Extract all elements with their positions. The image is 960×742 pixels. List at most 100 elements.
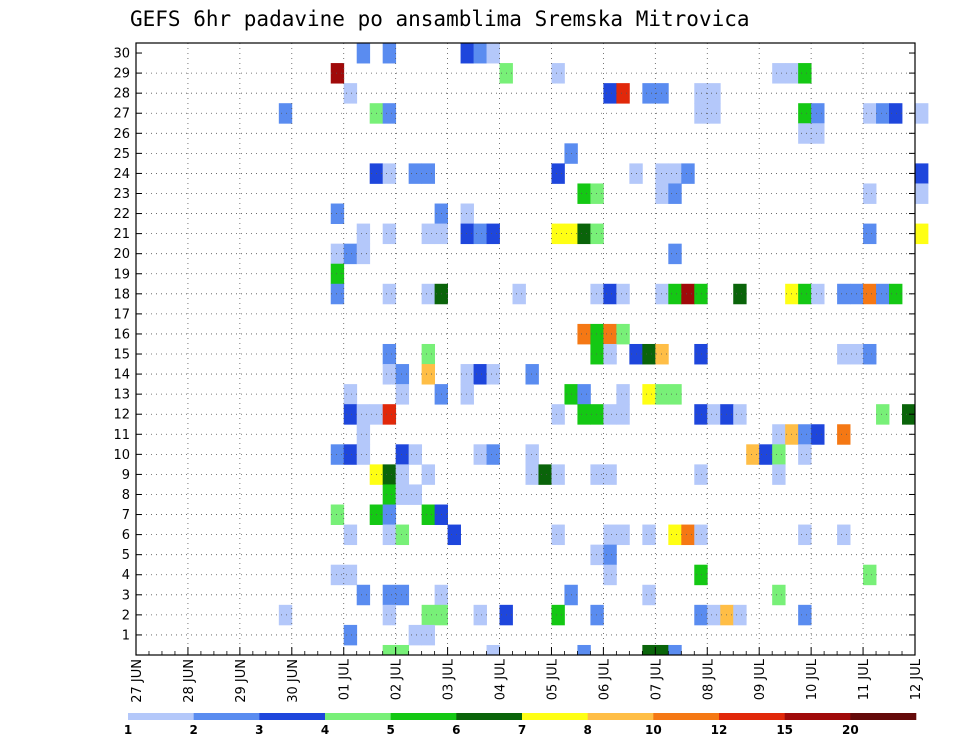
ensemble-cell — [382, 223, 397, 245]
ensemble-cell — [382, 43, 397, 64]
ensemble-cell — [889, 103, 903, 124]
ensemble-cell — [356, 424, 371, 445]
ensemble-cell — [590, 343, 604, 365]
cells-layer — [278, 43, 929, 656]
colorbar-segment — [850, 713, 917, 720]
ensemble-cell — [694, 83, 708, 104]
y-tick-label: 13 — [113, 388, 130, 403]
y-tick-label: 23 — [113, 187, 130, 202]
y-tick-label: 10 — [113, 448, 130, 463]
ensemble-cell — [356, 223, 371, 245]
ensemble-cell — [863, 103, 877, 124]
y-tick-label: 11 — [113, 428, 130, 443]
ensemble-cell — [356, 243, 371, 265]
ensemble-cell — [681, 163, 695, 184]
ensemble-cell — [616, 283, 630, 305]
ensemble-cell — [837, 524, 851, 546]
ensemble-cell — [811, 123, 825, 144]
ensemble-cell — [603, 464, 617, 485]
ensemble-cell — [616, 384, 630, 405]
colorbar-label: 7 — [518, 723, 526, 737]
ensemble-cell — [395, 464, 410, 485]
y-tick-label: 15 — [113, 348, 130, 363]
ensemble-cell — [590, 283, 604, 305]
colorbar-segment — [390, 713, 457, 720]
colorbar-label: 10 — [645, 723, 662, 737]
ensemble-cell — [590, 323, 604, 345]
ensemble-cell — [395, 384, 410, 405]
ensemble-cell — [694, 404, 708, 425]
ensemble-cell — [356, 444, 371, 465]
ensemble-cell — [408, 484, 423, 505]
ensemble-cell — [473, 604, 487, 626]
ensemble-cell — [330, 203, 345, 224]
ensemble-cell — [395, 524, 410, 546]
ensemble-cell — [863, 564, 877, 586]
ensemble-cell — [876, 103, 890, 124]
ensemble-cell — [733, 404, 747, 425]
ensemble-cell — [460, 43, 474, 64]
ensemble-cell — [460, 364, 474, 385]
ensemble-cell — [460, 203, 474, 224]
ensemble-cell — [603, 404, 617, 425]
ensemble-cell — [655, 83, 669, 104]
ensemble-cell — [694, 524, 708, 546]
y-tick-label: 3 — [122, 588, 130, 603]
x-tick-label: 01 JUL — [338, 658, 353, 700]
ensemble-cell — [382, 584, 397, 606]
ensemble-cell — [343, 243, 358, 265]
ensemble-cell — [473, 444, 487, 465]
ensemble-cell — [382, 504, 397, 525]
colorbar-label: 12 — [711, 723, 728, 737]
y-tick-label: 17 — [113, 307, 130, 322]
colorbar-label: 8 — [583, 723, 591, 737]
ensemble-cell — [655, 183, 669, 204]
ensemble-cell — [668, 283, 682, 305]
ensemble-cell — [525, 464, 539, 485]
ensemble-cell — [577, 384, 591, 405]
ensemble-cell — [616, 83, 630, 104]
ensemble-cell — [551, 63, 565, 84]
ensemble-cell — [278, 103, 293, 124]
y-tick-label: 22 — [113, 207, 130, 222]
colorbar-segment — [587, 713, 654, 720]
x-tick-label: 11 JUL — [857, 658, 872, 700]
ensemble-cell — [395, 444, 410, 465]
ensemble-cell — [421, 163, 436, 184]
x-axis: 27 JUN 28 JUN 29 JUN 30 JUN 01 JUL 02 JUL 03 J… — [130, 647, 924, 703]
ensemble-cell — [733, 283, 747, 305]
y-tick-label: 29 — [113, 67, 130, 82]
ensemble-cell — [486, 644, 500, 656]
ensemble-cell — [798, 424, 812, 445]
ensemble-cell — [616, 524, 630, 546]
colorbar-segment — [653, 713, 720, 720]
ensemble-cell — [590, 544, 604, 566]
ensemble-cell — [538, 464, 552, 485]
ensemble-cell — [772, 444, 786, 465]
ensemble-cell — [668, 183, 682, 204]
x-tick-label: 06 JUL — [597, 658, 612, 700]
ensemble-cell — [707, 83, 721, 104]
ensemble-cell — [772, 464, 786, 485]
ensemble-cell — [382, 524, 397, 546]
ensemble-cell — [772, 584, 786, 606]
ensemble-cell — [837, 343, 851, 365]
y-tick-label: 25 — [113, 147, 130, 162]
y-tick-label: 14 — [113, 368, 130, 383]
ensemble-cell — [668, 243, 682, 265]
ensemble-cell — [733, 604, 747, 626]
ensemble-cell — [590, 183, 604, 204]
ensemble-cell — [343, 444, 358, 465]
ensemble-cell — [798, 444, 812, 465]
ensemble-cell — [876, 283, 890, 305]
ensemble-cell — [330, 243, 345, 265]
ensemble-cell — [603, 564, 617, 586]
ensemble-cell — [837, 283, 851, 305]
ensemble-cell — [421, 343, 436, 365]
ensemble-cell — [694, 283, 708, 305]
ensemble-cell — [655, 384, 669, 405]
ensemble-cell — [811, 283, 825, 305]
ensemble-cell — [382, 404, 397, 425]
colorbar-label: 5 — [386, 723, 394, 737]
ensemble-cell — [603, 524, 617, 546]
